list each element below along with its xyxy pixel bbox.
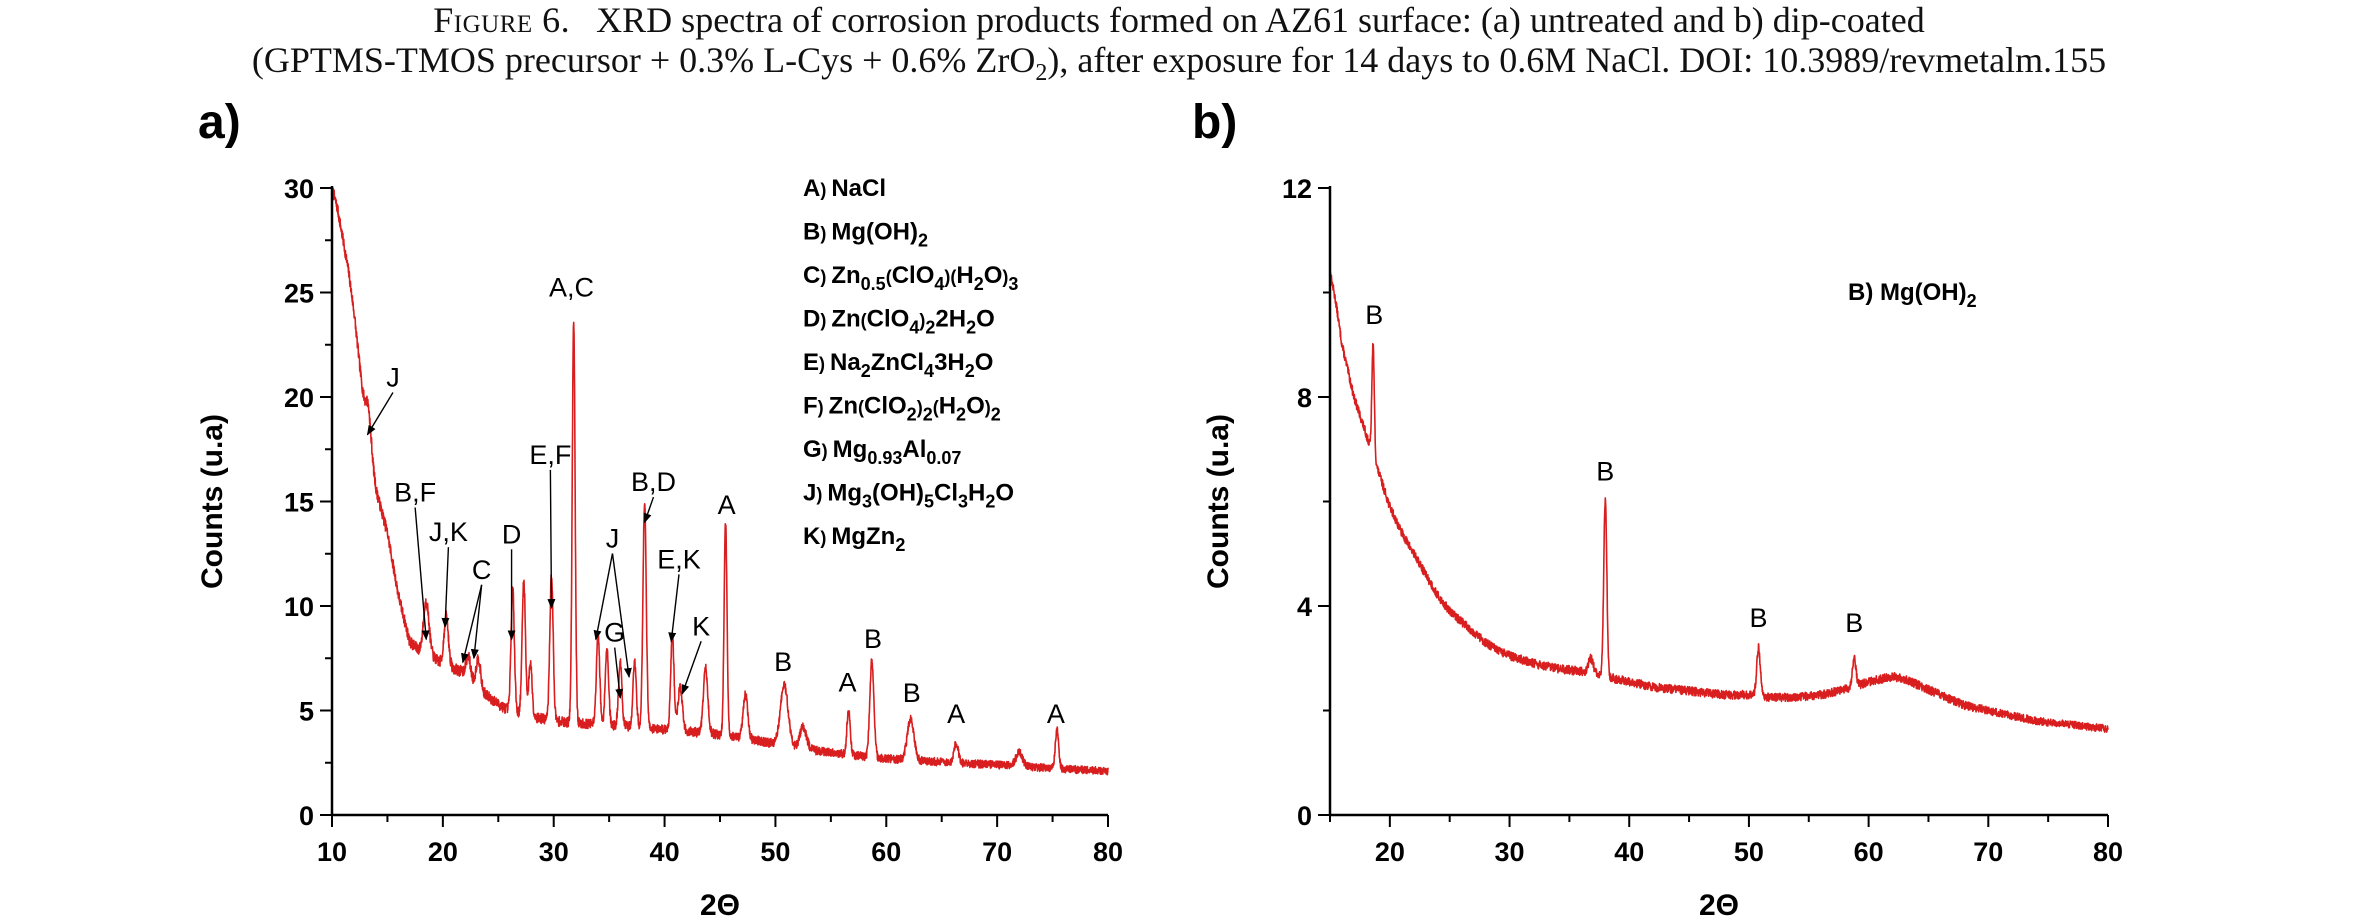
panel-a-peak-label: A — [947, 699, 965, 729]
panel-a-y-axis-title: Counts (u.a) — [196, 414, 229, 589]
panel-a-legend-entry: A) NaCl — [803, 175, 886, 202]
panel-a-label: a) — [198, 96, 241, 149]
panel-a-peak-label: J — [606, 523, 620, 553]
panel-a-x-tick-label: 60 — [871, 837, 901, 867]
panel-b-x-axis-title: 2Θ — [1699, 889, 1739, 922]
panel-a-peak-arrow — [414, 507, 430, 641]
panel-a-x-tick-label: 10 — [317, 837, 347, 867]
panel-a-legend-entry: F) Zn(ClO2)2(H2O)2 — [803, 393, 1001, 425]
panel-b-y-axis-title: Counts (u.a) — [1202, 414, 1235, 589]
panel-a-x-axis-title: 2Θ — [700, 889, 740, 922]
panel-a-y-tick-label: 0 — [299, 801, 314, 831]
panel-a-peak-arrow — [441, 547, 450, 628]
panel-a-peak-arrow — [668, 574, 680, 643]
panel-a-peak-label: J — [386, 363, 400, 393]
panel-b-x-tick-label: 30 — [1495, 837, 1525, 867]
panel-a-peak-arrow — [461, 584, 483, 664]
panel-b-legend-entry: B) Mg(OH)2 — [1848, 279, 1977, 311]
panel-a-x-tick-label: 80 — [1093, 837, 1123, 867]
panel-a-y-tick-label: 20 — [284, 383, 314, 413]
panel-a-chart: 10 20 30 40 50 60 70 80 0 5 10 15 20 25 30 2Θ Counts (u.… — [196, 96, 1123, 922]
panel-a-legend-entry: K) MgZn2 — [803, 523, 905, 555]
panel-a-peak-label: B,F — [394, 478, 436, 508]
panel-a-x-tick-label: 30 — [539, 837, 569, 867]
panel-a-x-tick-label: 20 — [428, 837, 458, 867]
panel-a-spectrum-line — [331, 187, 1109, 776]
panel-a-peak-arrow — [611, 553, 632, 679]
panel-b-x-tick-label: 40 — [1614, 837, 1644, 867]
panel-a-peak-label: D — [502, 519, 522, 549]
panel-a-y-tick-label: 30 — [284, 174, 314, 204]
panel-a-peak-label: E,K — [657, 544, 701, 574]
figure-caption: Figure 6. XRD spectra of corrosion produc… — [0, 0, 2358, 93]
panel-b-y-tick-label: 8 — [1297, 383, 1312, 413]
panel-a-x-tick-label: 50 — [760, 837, 790, 867]
panel-a-peak-label: J,K — [429, 517, 468, 547]
panel-a-peak-label: B — [864, 624, 882, 654]
panel-b-peak-label: B — [1596, 457, 1614, 487]
panel-a-peak-arrow — [681, 641, 702, 695]
caption-text-line-2b: ), after exposure for 14 days to 0.6M Na… — [1047, 40, 2107, 80]
caption-text-line-1: XRD spectra of corrosion products formed… — [596, 0, 1925, 40]
panel-a-x-tick-label: 70 — [982, 837, 1012, 867]
panel-b-x-tick-label: 50 — [1734, 837, 1764, 867]
panel-a-peak-label: E,F — [529, 440, 571, 470]
panel-a-peak-label: A,C — [549, 273, 594, 303]
panel-b-chart: 20 30 40 50 60 70 80 0 4 8 12 2Θ Counts (u.a) b) B B B B B… — [1192, 96, 2123, 922]
panel-a-peak-label: B — [903, 678, 921, 708]
panel-b-peak-label: B — [1365, 300, 1383, 330]
panel-a-x-tick-label: 40 — [650, 837, 680, 867]
panel-a-legend-entry: B) Mg(OH)2 — [803, 219, 928, 251]
panel-a-peak-label: K — [692, 611, 710, 641]
panel-a-peak-label: B,D — [631, 467, 676, 497]
panel-a-y-tick-label: 25 — [284, 279, 314, 309]
panel-b-y-tick-label: 4 — [1297, 592, 1312, 622]
panel-a-legend-entry: G) Mg0.93Al0.07 — [803, 436, 961, 468]
caption-line-2: (GPTMS-TMOS precursor + 0.3% L-Cys + 0.6… — [0, 40, 2358, 93]
panel-b-spectrum-line — [1329, 271, 2109, 733]
panel-a-legend-entry: C) Zn0.5(ClO4)(H2O)3 — [803, 262, 1018, 294]
panel-b-y-tick-label: 0 — [1297, 801, 1312, 831]
panel-a-peak-label: C — [472, 555, 492, 585]
panel-a-peak-arrow — [547, 469, 556, 610]
panel-a-y-tick-label: 5 — [299, 697, 314, 727]
panel-b-y-tick-label: 12 — [1282, 174, 1312, 204]
panel-a-peak-label: A — [718, 490, 736, 520]
panel-b-peak-label: B — [1749, 603, 1767, 633]
panel-b-x-tick-label: 80 — [2093, 837, 2123, 867]
caption-subscript: 2 — [1035, 60, 1048, 87]
panel-a-peak-label: A — [838, 668, 856, 698]
panel-a-peak-arrow — [613, 647, 624, 699]
panel-a-y-tick-label: 15 — [284, 488, 314, 518]
panel-a-y-tick-label: 10 — [284, 592, 314, 622]
panel-a-legend-entry: J) Mg3(OH)5Cl3H2O — [803, 480, 1014, 512]
panel-a-peak-arrow — [593, 553, 614, 641]
caption-text-line-2a: (GPTMS-TMOS precursor + 0.3% L-Cys + 0.6… — [251, 40, 1036, 80]
panel-a-legend-entry: E) Na2ZnCl43H2O — [803, 349, 993, 381]
panel-b-x-tick-label: 60 — [1854, 837, 1884, 867]
panel-a-peak-arrow — [470, 584, 483, 660]
panel-a-peak-label: B — [774, 647, 792, 677]
panel-b-label: b) — [1192, 96, 1237, 149]
panel-a-legend-entry: D) Zn(ClO4)22H2O — [803, 306, 995, 338]
panel-a-peak-label: A — [1047, 699, 1065, 729]
panel-a-peak-arrow — [366, 392, 394, 436]
panel-b-peak-label: B — [1845, 608, 1863, 638]
caption-line-1: Figure 6. XRD spectra of corrosion produc… — [0, 0, 2358, 40]
panel-a-peak-arrow — [643, 496, 655, 524]
panel-b-x-tick-label: 20 — [1375, 837, 1405, 867]
caption-figure-label: Figure 6. — [433, 0, 571, 40]
panel-a-peak-label: G — [604, 618, 625, 648]
panel-b-x-tick-label: 70 — [1973, 837, 2003, 867]
